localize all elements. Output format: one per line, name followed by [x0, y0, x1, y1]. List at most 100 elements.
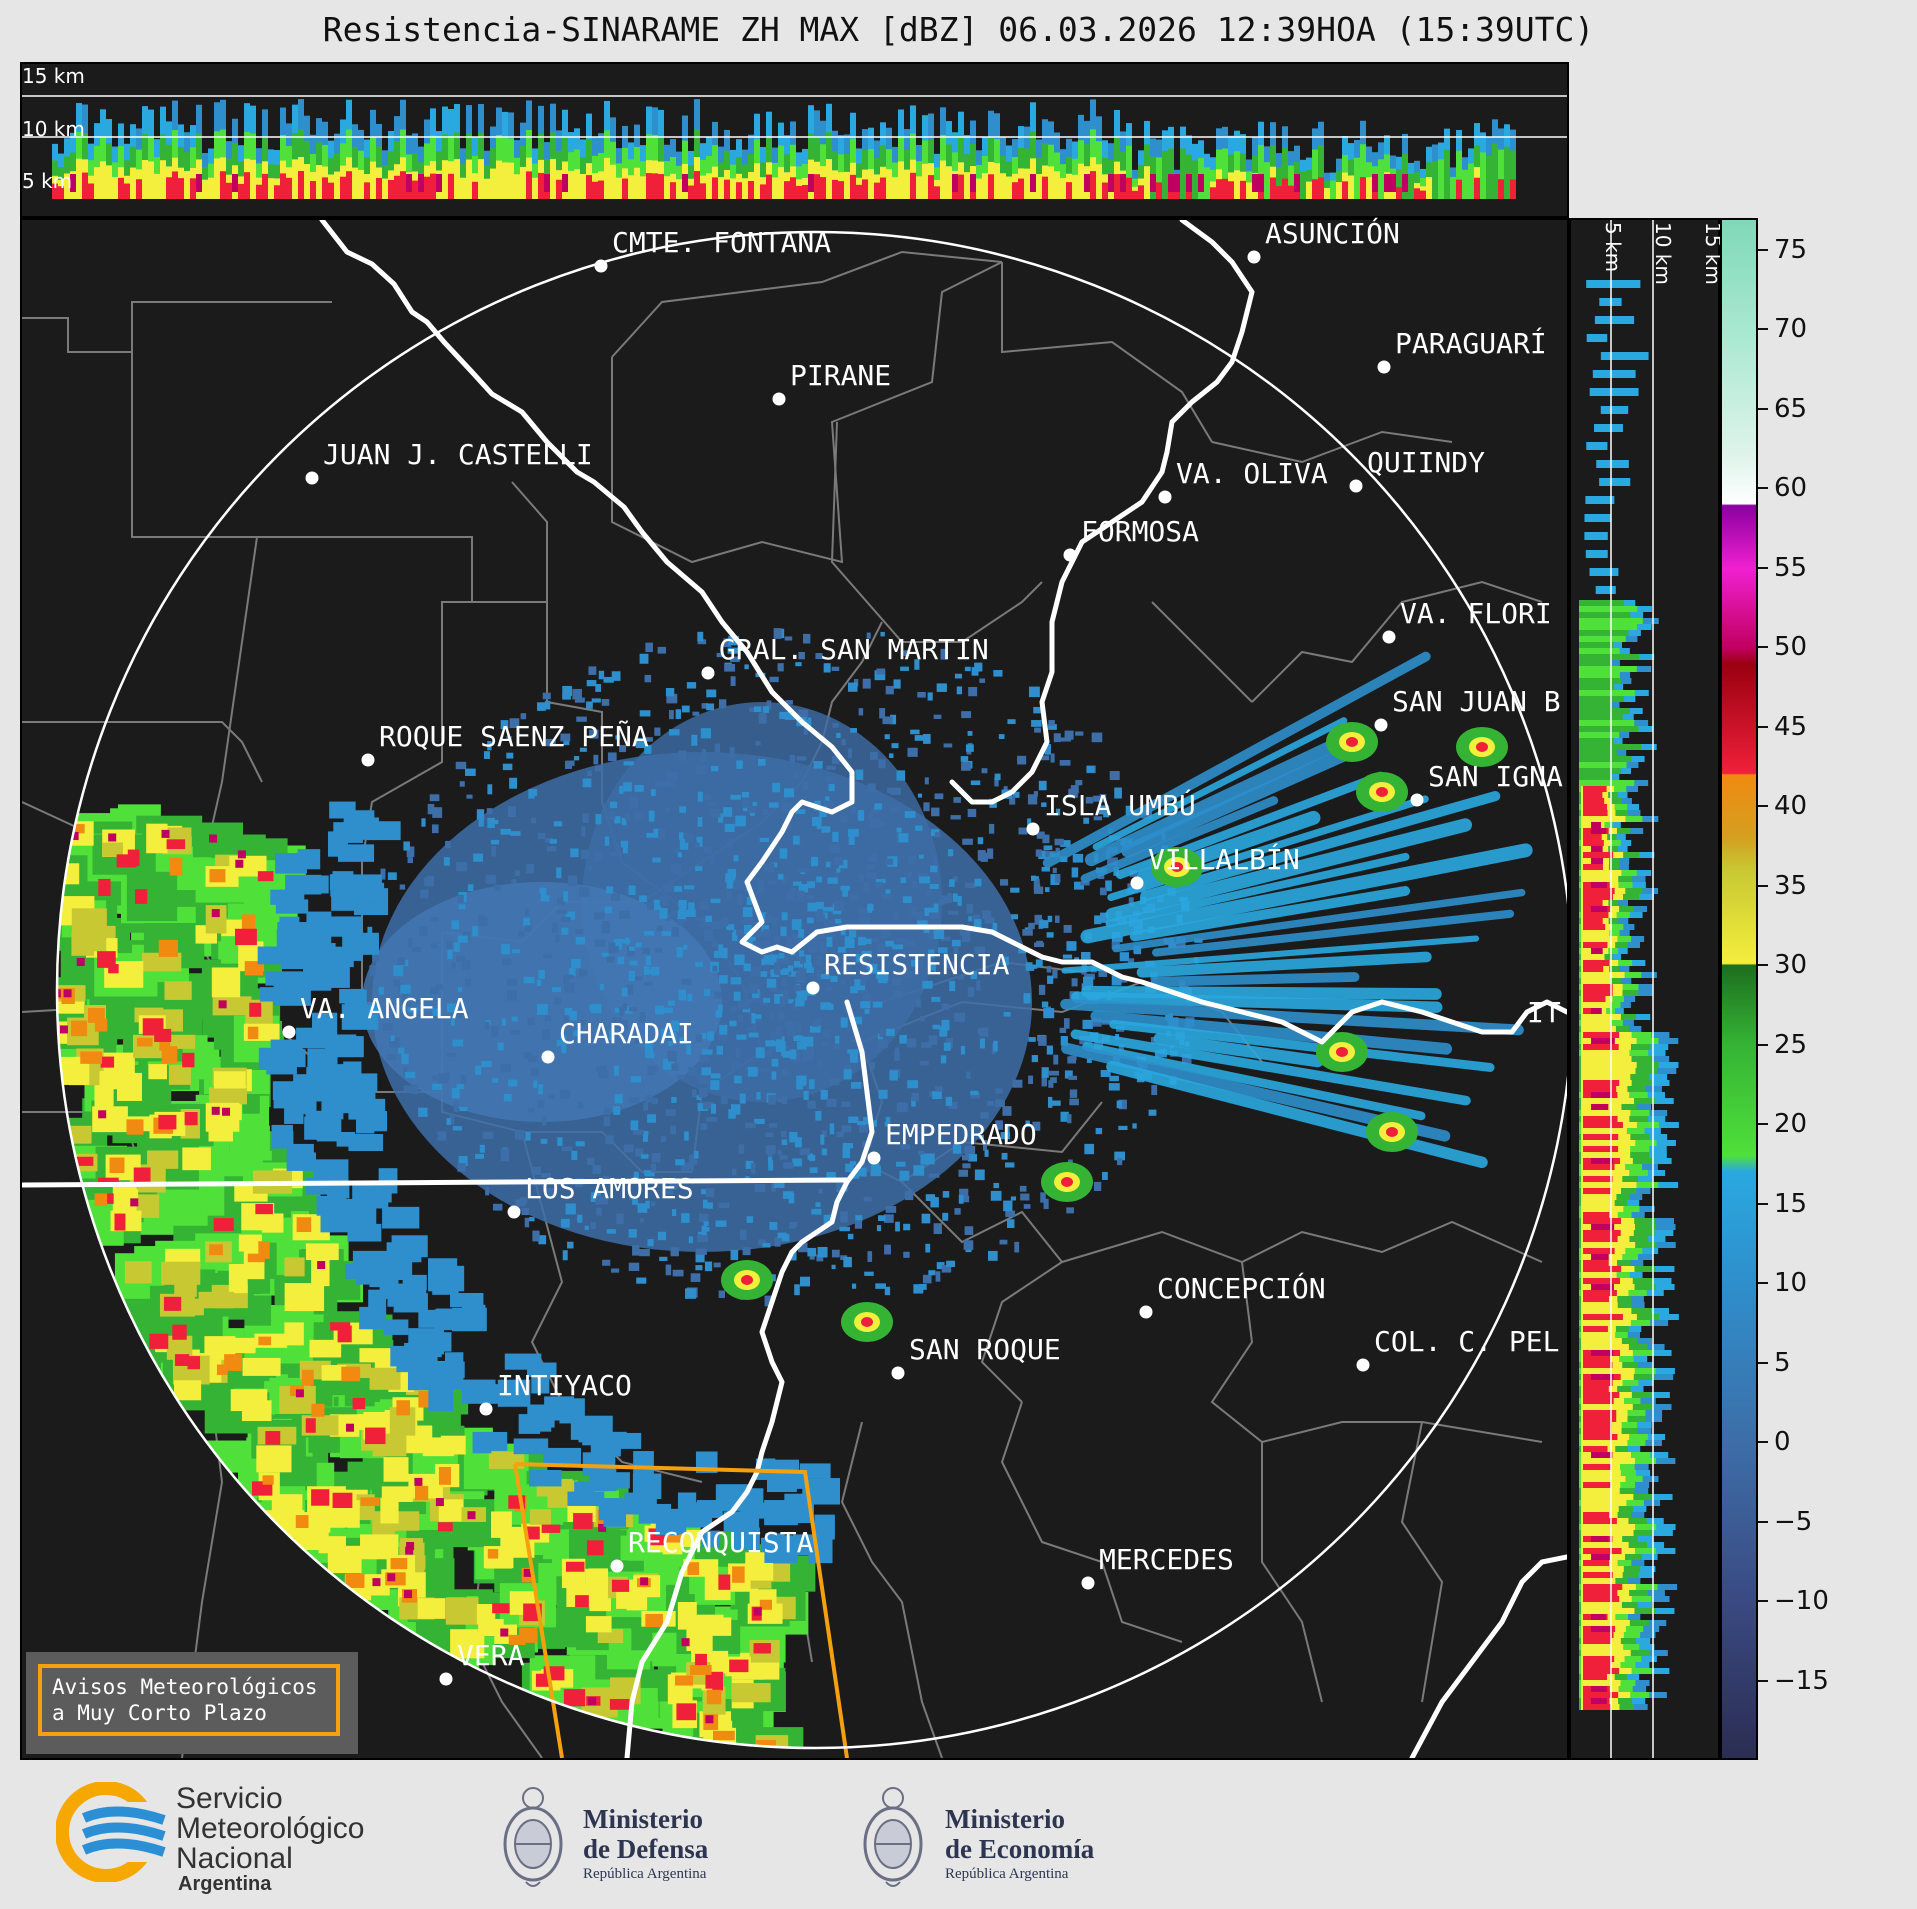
city-label: FORMOSA: [1081, 515, 1200, 548]
city-label: PIRANE: [790, 359, 892, 392]
city-label: CHARADAI: [559, 1017, 694, 1050]
colorbar-tick-label: 35: [1774, 870, 1808, 901]
colorbar-tick: [1758, 1123, 1768, 1126]
city-label: EMPEDRADO: [885, 1118, 1037, 1151]
colorbar-tick-label: −10: [1774, 1586, 1829, 1617]
city-label: INTIYACO: [497, 1369, 632, 1402]
city-label: SAN JUAN B: [1392, 685, 1561, 718]
city-label: VA. FLORI: [1400, 597, 1552, 630]
economia-line-2: de Economía: [945, 1834, 1095, 1864]
city-label: ROQUE SAENZ PEÑA: [379, 720, 649, 753]
city-dot: [1063, 548, 1077, 562]
city-dot: [507, 1205, 521, 1219]
city-label: MERCEDES: [1099, 1543, 1234, 1576]
city-label: RESISTENCIA: [824, 948, 1010, 981]
defensa-line-1: Ministerio: [583, 1804, 703, 1834]
smn-line-1: Servicio: [176, 1782, 283, 1815]
coat-of-arms-icon: [863, 1787, 923, 1887]
colorbar-tick-label: 45: [1774, 711, 1808, 742]
colorbar-tick: [1758, 1043, 1768, 1046]
city-dot: [701, 666, 715, 680]
side-height-profile: [1569, 218, 1720, 1760]
colorbar-tick-label: 70: [1774, 314, 1808, 345]
city-dot: [891, 1366, 905, 1380]
city-label: VA. ANGELA: [300, 992, 469, 1025]
warnings-box[interactable]: Avisos Meteorológicos a Muy Corto Plazo: [26, 1652, 358, 1754]
colorbar-tick-label: 65: [1774, 393, 1808, 424]
colorbar-tick-label: 60: [1774, 473, 1808, 504]
city-dot: [867, 1151, 881, 1165]
city-dot: [1382, 630, 1396, 644]
city-label: ASUNCIÓN: [1265, 217, 1400, 250]
rivers: [22, 220, 1567, 1758]
colorbar-tick-label: 30: [1774, 950, 1808, 981]
colorbar-tick: [1758, 328, 1768, 331]
city-dot: [282, 1025, 296, 1039]
city-label: CMTE. FONTANA: [612, 226, 832, 259]
city-dot: [439, 1672, 453, 1686]
city-label: VA. OLIVA: [1176, 457, 1328, 490]
colorbar-tick-label: 20: [1774, 1109, 1808, 1140]
colorbar-tick: [1758, 646, 1768, 649]
height-label-15km: 15 km: [22, 64, 85, 88]
colorbar-tick-label: 15: [1774, 1188, 1808, 1219]
city-label: JUAN J. CASTELLI: [323, 438, 593, 471]
city-dot: [1081, 1576, 1095, 1590]
colorbar: [1720, 218, 1758, 1760]
economia-line-1: Ministerio: [945, 1804, 1065, 1834]
warning-polygon: [513, 1462, 849, 1758]
city-dot: [610, 1559, 624, 1573]
smn-line-2: Meteorológico: [176, 1812, 365, 1845]
city-dot: [1356, 1358, 1370, 1372]
colorbar-tick-label: 25: [1774, 1029, 1808, 1060]
smn-line-4: Argentina: [178, 1873, 272, 1895]
economia-line-3: República Argentina: [945, 1866, 1069, 1882]
colorbar-tick: [1758, 248, 1768, 251]
city-dot: [594, 259, 608, 273]
city-dot: [1139, 1305, 1153, 1319]
footer: Servicio Meteorológico Nacional Argentin…: [0, 1760, 1917, 1909]
defensa-line-2: de Defensa: [583, 1834, 709, 1864]
colorbar-tick: [1758, 725, 1768, 728]
city-label: CONCEPCIÓN: [1157, 1272, 1326, 1305]
city-dot: [361, 753, 375, 767]
radar-map[interactable]: [20, 218, 1569, 1760]
height-label-5km: 5 km: [22, 169, 73, 193]
smn-line-3: Nacional: [176, 1842, 293, 1875]
colorbar-tick: [1758, 1441, 1768, 1444]
colorbar-tick: [1758, 566, 1768, 569]
warnings-line-2: a Muy Corto Plazo: [52, 1701, 267, 1725]
colorbar-tick: [1758, 1361, 1768, 1364]
top-height-profile: [20, 62, 1569, 218]
colorbar-tick: [1758, 1202, 1768, 1205]
city-label: QUIINDY: [1367, 446, 1486, 479]
colorbar-tick: [1758, 1600, 1768, 1603]
height-label-5km-side: 5 km: [1601, 222, 1625, 273]
city-label: SAN ROQUE: [909, 1333, 1061, 1366]
colorbar-tick-label: 5: [1774, 1347, 1791, 1378]
colorbar-tick-label: 50: [1774, 632, 1808, 663]
page-title: Resistencia-SINARAME ZH MAX [dBZ] 06.03.…: [322, 10, 1595, 49]
city-label: VERA: [457, 1639, 525, 1672]
colorbar-tick-label: 55: [1774, 552, 1808, 583]
colorbar-tick: [1758, 805, 1768, 808]
colorbar-tick-label: 40: [1774, 791, 1808, 822]
colorbar-tick: [1758, 884, 1768, 887]
colorbar-tick: [1758, 487, 1768, 490]
city-label: RECONQUISTA: [628, 1526, 814, 1559]
city-label: COL. C. PEL: [1374, 1325, 1560, 1358]
coat-of-arms-icon: [503, 1787, 563, 1887]
city-dot: [1158, 490, 1172, 504]
colorbar-tick: [1758, 407, 1768, 410]
city-dot: [1026, 822, 1040, 836]
colorbar-tick-label: 0: [1774, 1427, 1791, 1458]
smn-logo-icon: [56, 1782, 168, 1882]
city-dot: [1349, 479, 1363, 493]
city-label: PARAGUARÍ: [1395, 327, 1547, 360]
city-dot: [479, 1402, 493, 1416]
height-label-10km: 10 km: [22, 117, 85, 141]
colorbar-tick-label: 10: [1774, 1268, 1808, 1299]
city-label: LOS AMORES: [525, 1172, 694, 1205]
city-dot: [806, 981, 820, 995]
colorbar-tick-label: 75: [1774, 234, 1808, 265]
